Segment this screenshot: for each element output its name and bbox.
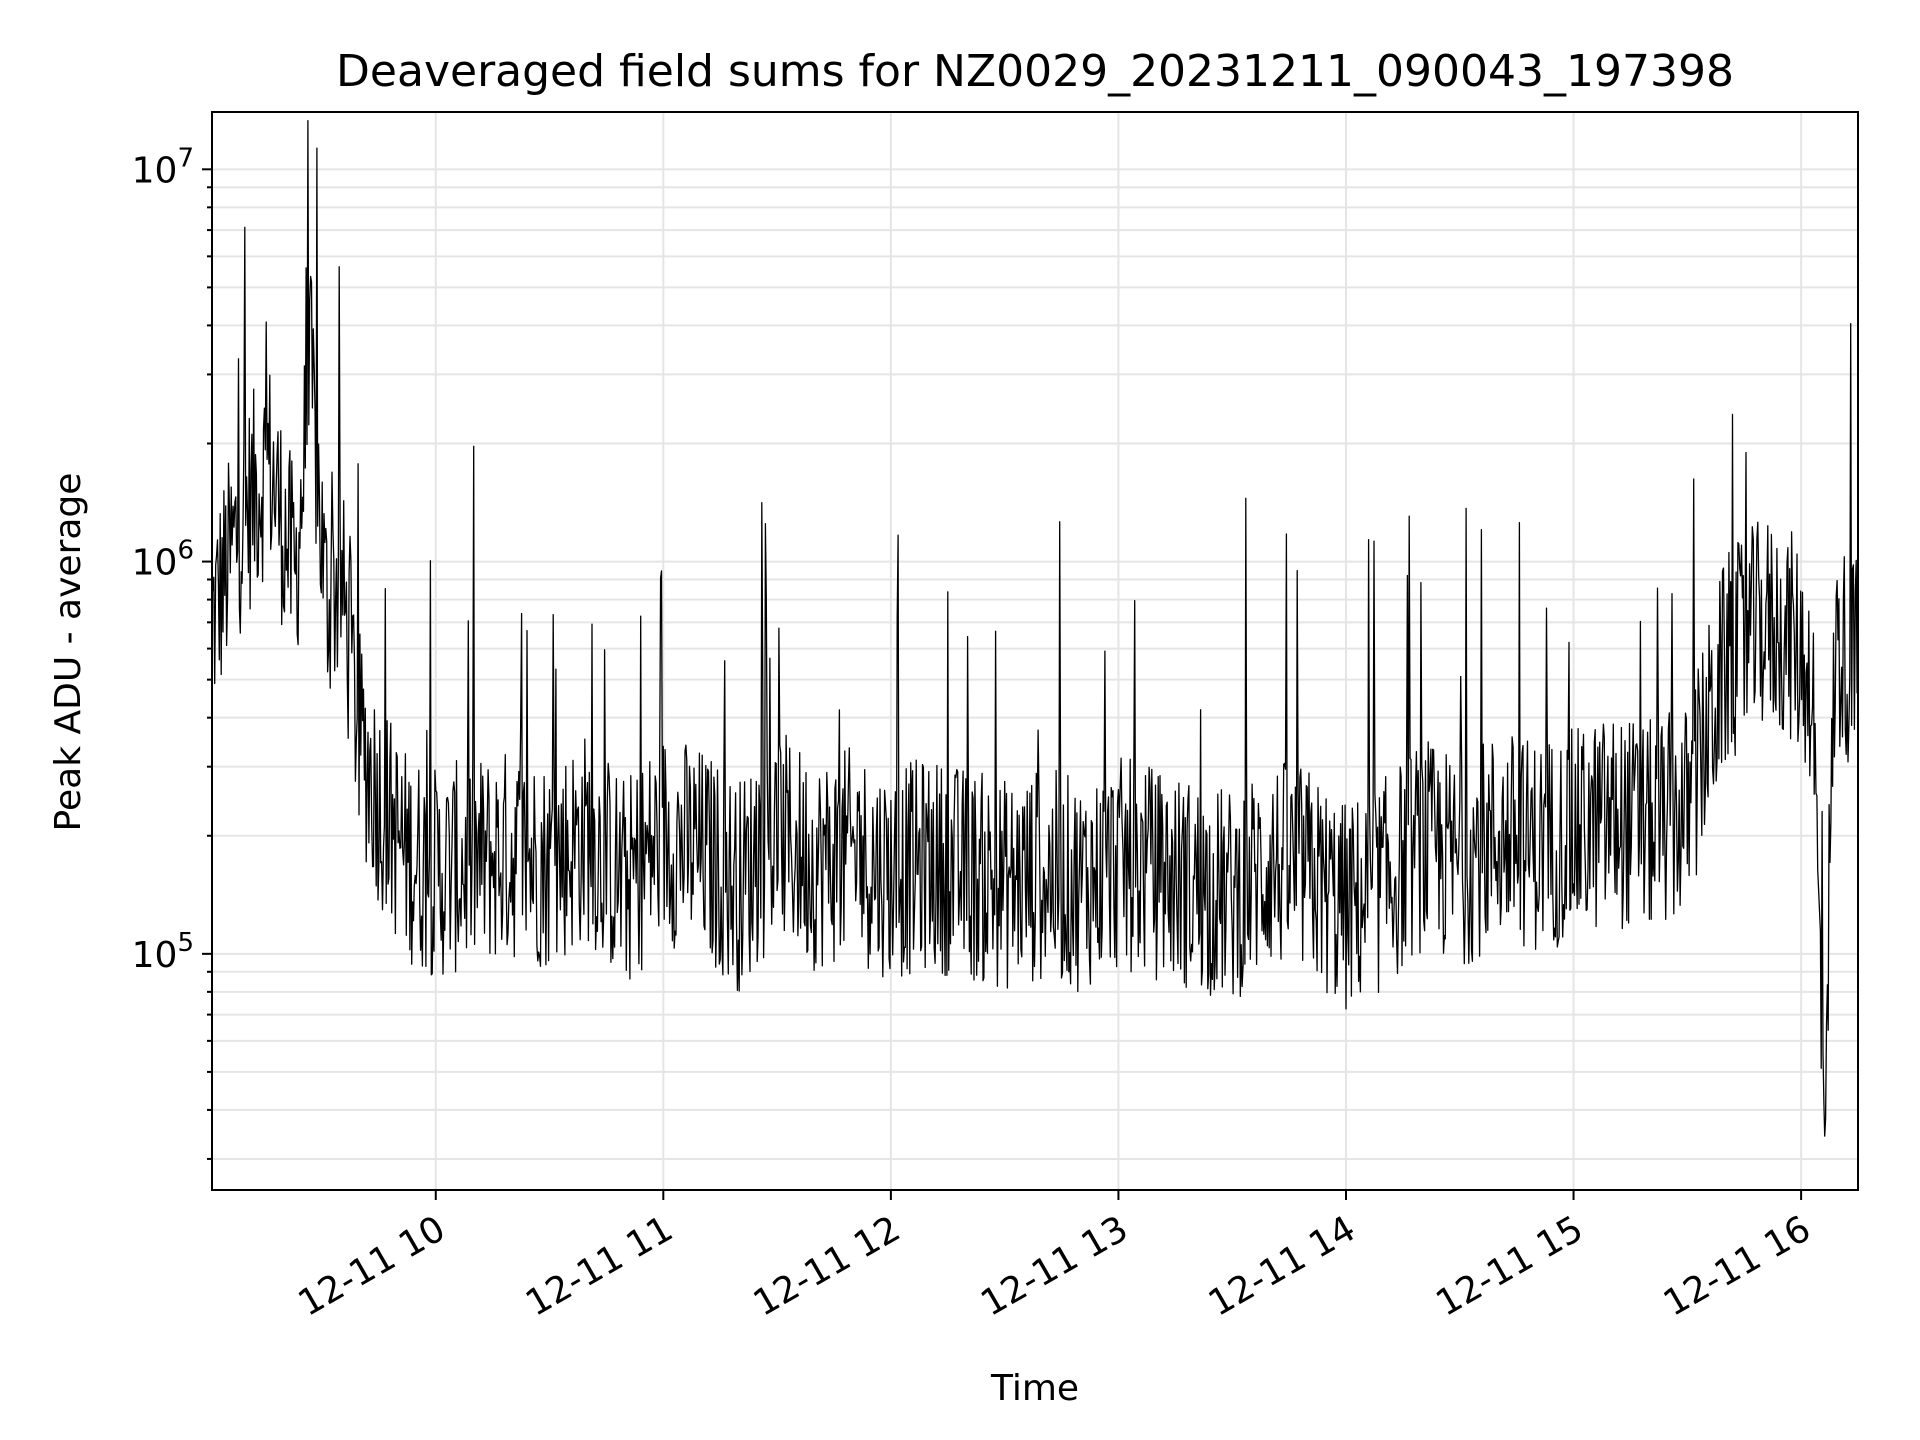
y-tick-label: 107 [132, 143, 194, 191]
grid-lines [212, 112, 1858, 1190]
series-line [211, 120, 1859, 1137]
y-tick-label: 105 [132, 928, 194, 976]
y-tick-label: 106 [132, 536, 194, 584]
chart-title: Deaveraged field sums for NZ0029_2023121… [336, 46, 1734, 97]
plot-frame [211, 111, 1859, 1191]
data-series [211, 120, 1859, 1137]
y-axis-ticks: 105 106 107 [132, 143, 212, 1160]
y-axis-label: Peak ADU - average [48, 473, 89, 832]
x-axis-label: Time [990, 1368, 1079, 1409]
